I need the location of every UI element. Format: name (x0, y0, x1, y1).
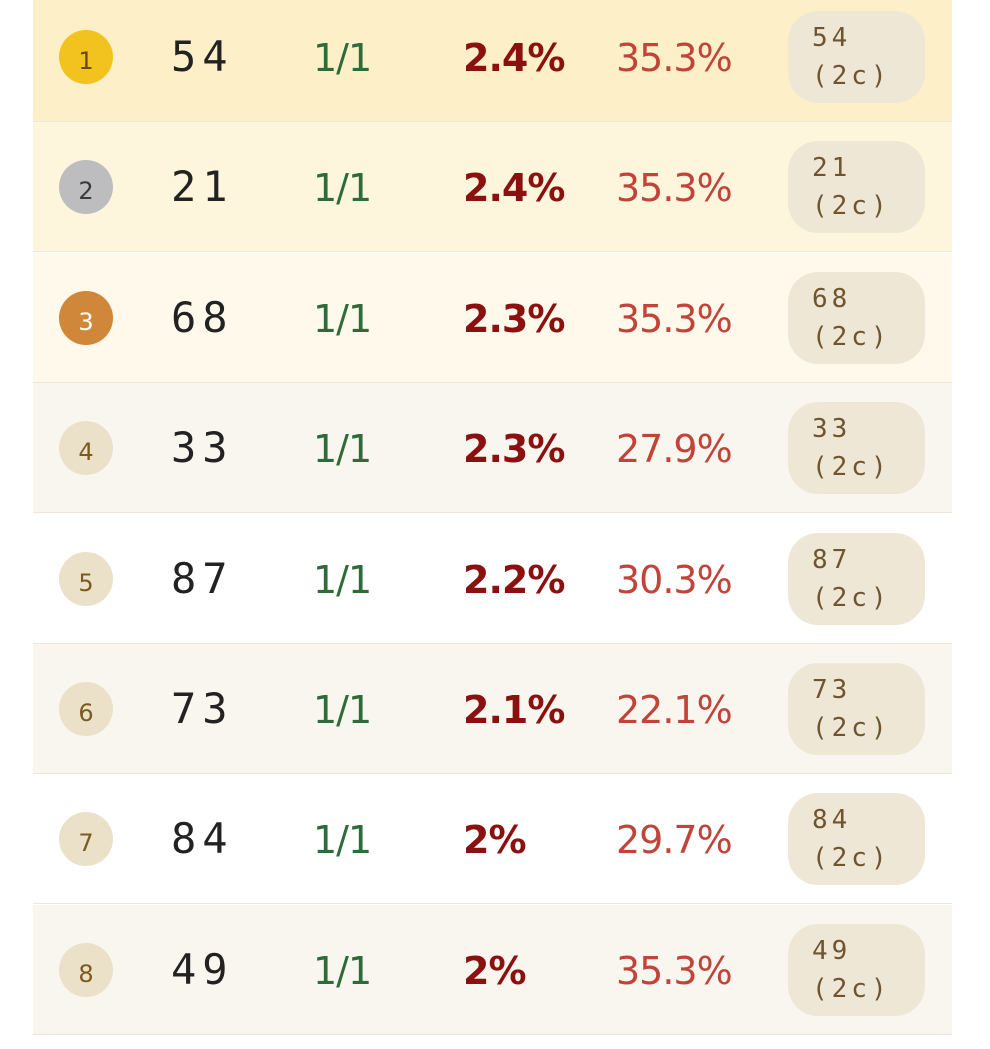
rate: 35.3% (616, 166, 733, 211)
share: 2% (463, 818, 527, 863)
item-id: 84 (171, 814, 234, 864)
tag-pill: 68 (2c) (788, 271, 925, 364)
rate: 30.3% (616, 557, 733, 602)
share: 2.3% (463, 427, 565, 472)
tag-line: 21 (812, 153, 852, 184)
tag-line: (2c) (812, 713, 891, 743)
rate: 35.3% (616, 36, 733, 80)
ratio: 1/1 (313, 948, 372, 993)
tag-line: (2c) (812, 321, 891, 352)
rate: 29.7% (616, 818, 733, 863)
tag-line: 87 (812, 544, 852, 575)
rank-badge: 8 (59, 942, 113, 997)
tag-pill: 21 (2c) (788, 141, 925, 234)
item-id: 73 (171, 684, 234, 733)
table-row: 3 68 1/1 2.3% 35.3% 68 (2c) (33, 252, 952, 383)
tag-pill: 49 (2c) (788, 923, 925, 1016)
item-id: 49 (171, 944, 234, 994)
table-row: 4 33 1/1 2.3% 27.9% 33 (2c) (33, 383, 952, 514)
rank-badge: 4 (59, 421, 113, 476)
tag-line: 68 (812, 283, 852, 314)
tag-line: (2c) (812, 582, 891, 613)
tag-line: 54 (812, 23, 852, 53)
rate: 35.3% (616, 296, 733, 341)
item-id: 68 (171, 292, 234, 342)
tag-pill: 87 (2c) (788, 532, 925, 625)
share: 2.2% (463, 557, 565, 602)
table-row: 2 21 1/1 2.4% 35.3% 21 (2c) (33, 122, 952, 253)
item-id: 21 (171, 162, 234, 212)
share: 2.4% (463, 166, 565, 211)
rank-badge: 6 (59, 682, 113, 736)
tag-pill: 54 (2c) (788, 11, 925, 103)
tag-line: 49 (812, 935, 852, 966)
tag-pill: 73 (2c) (788, 663, 925, 755)
rate: 22.1% (616, 688, 733, 732)
tag-line: (2c) (812, 973, 891, 1004)
tag-pill: 33 (2c) (788, 402, 925, 495)
table-row: 7 84 1/1 2% 29.7% 84 (2c) (33, 774, 952, 905)
ratio: 1/1 (313, 166, 372, 211)
ratio: 1/1 (313, 296, 372, 341)
table-row: 5 87 1/1 2.2% 30.3% 87 (2c) (33, 513, 952, 644)
tag-line: (2c) (812, 191, 891, 222)
share: 2.1% (463, 688, 565, 732)
table-row: 1 54 1/1 2.4% 35.3% 54 (2c) (33, 0, 952, 122)
rate: 27.9% (616, 427, 733, 472)
share: 2% (463, 948, 527, 993)
rank-badge: 1 (59, 30, 113, 84)
ratio: 1/1 (313, 36, 372, 80)
table-row: 8 49 1/1 2% 35.3% 49 (2c) (33, 904, 952, 1035)
tag-pill: 84 (2c) (788, 793, 925, 886)
table-row: 6 73 1/1 2.1% 22.1% 73 (2c) (33, 644, 952, 774)
tag-line: (2c) (812, 61, 891, 91)
tag-line: 73 (812, 675, 852, 705)
share: 2.4% (463, 36, 565, 80)
rank-badge: 3 (59, 290, 113, 345)
tag-line: (2c) (812, 843, 891, 874)
ratio: 1/1 (313, 818, 372, 863)
item-id: 87 (171, 553, 234, 603)
item-id: 33 (171, 423, 234, 473)
tag-line: (2c) (812, 452, 891, 483)
ratio: 1/1 (313, 557, 372, 602)
rank-badge: 7 (59, 812, 113, 867)
item-id: 54 (171, 32, 234, 81)
rank-badge: 5 (59, 551, 113, 606)
share: 2.3% (463, 296, 565, 341)
rank-badge: 2 (59, 160, 113, 215)
rate: 35.3% (616, 948, 733, 993)
ratio: 1/1 (313, 427, 372, 472)
tag-line: 84 (812, 805, 852, 836)
ratio: 1/1 (313, 688, 372, 732)
tag-line: 33 (812, 414, 852, 445)
